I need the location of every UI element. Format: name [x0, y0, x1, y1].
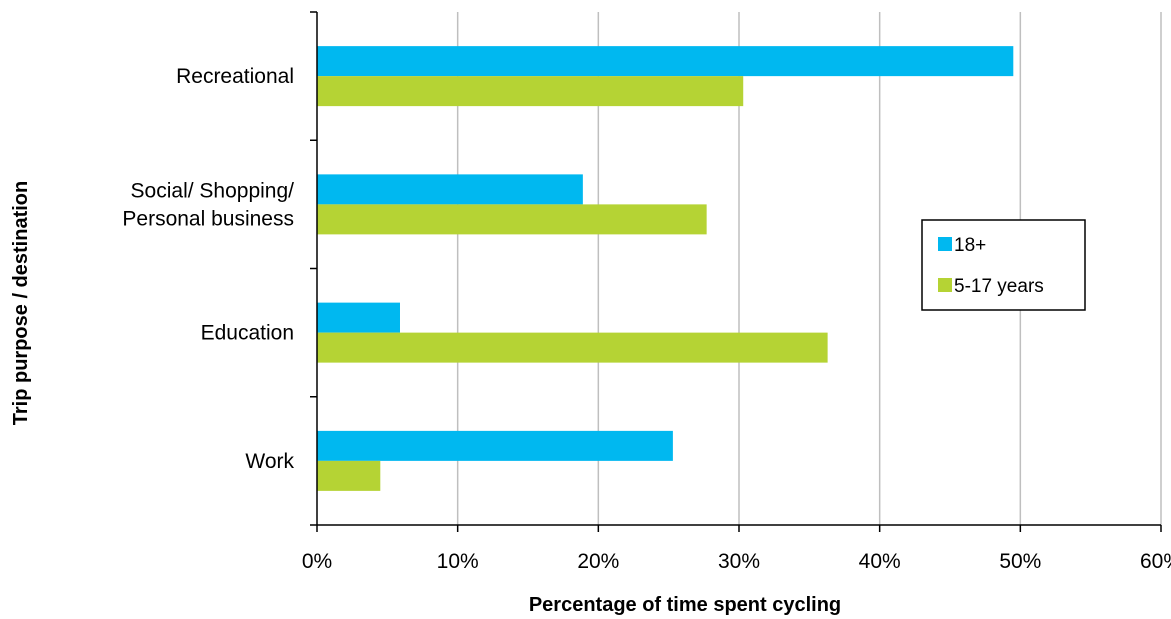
x-tick-label: 50%	[999, 550, 1041, 573]
y-tick-label: Personal business	[122, 207, 294, 230]
legend-swatch	[938, 237, 952, 251]
bar	[317, 46, 1014, 77]
legend-swatch	[938, 278, 952, 292]
x-tick-label: 30%	[718, 550, 760, 573]
x-tick-label: 0%	[302, 550, 332, 573]
y-tick-label: Education	[201, 322, 294, 345]
bar	[317, 460, 381, 491]
x-tick-label: 60%	[1140, 550, 1171, 573]
legend-box	[921, 219, 1086, 311]
bar	[317, 204, 707, 235]
bar	[317, 76, 744, 107]
y-axis-title: Trip purpose / destination	[10, 181, 32, 425]
x-axis-title: Percentage of time spent cycling	[529, 594, 841, 616]
legend-label: 18+	[954, 235, 986, 256]
x-tick-label: 10%	[437, 550, 479, 573]
bar	[317, 332, 828, 363]
y-tick-label: Work	[245, 450, 294, 473]
x-tick-label: 40%	[859, 550, 901, 573]
x-tick-label: 20%	[577, 550, 619, 573]
bar	[317, 174, 583, 205]
bar	[317, 430, 673, 461]
y-tick-label: Recreational	[176, 65, 294, 88]
bar	[317, 302, 400, 333]
legend-label: 5-17 years	[954, 276, 1044, 297]
y-tick-label: Social/ Shopping/	[131, 179, 295, 202]
